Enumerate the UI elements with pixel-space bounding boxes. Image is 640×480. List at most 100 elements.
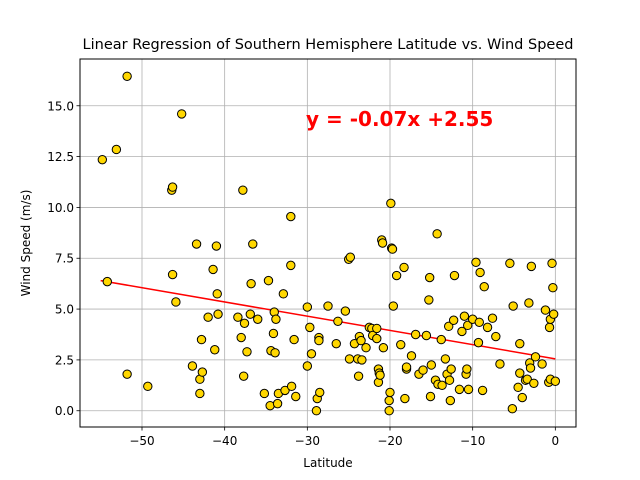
data-point bbox=[515, 338, 525, 349]
y-axis-label: Wind Speed (m/s) bbox=[19, 190, 33, 297]
x-tick-label: 0 bbox=[552, 434, 560, 448]
data-point bbox=[197, 367, 208, 377]
data-point bbox=[286, 211, 296, 222]
plot-frame bbox=[79, 58, 577, 428]
data-point bbox=[424, 295, 434, 305]
x-tick-label: −20 bbox=[377, 434, 402, 448]
data-point bbox=[302, 302, 313, 312]
data-point bbox=[102, 276, 112, 287]
data-point bbox=[421, 330, 432, 341]
data-point bbox=[122, 369, 132, 379]
data-point bbox=[238, 185, 248, 195]
data-point bbox=[487, 313, 498, 323]
x-tick-label: −50 bbox=[129, 434, 154, 448]
data-point bbox=[386, 198, 396, 209]
data-point bbox=[399, 262, 409, 273]
data-point bbox=[239, 318, 250, 329]
data-point bbox=[345, 252, 356, 262]
data-point bbox=[445, 395, 456, 406]
chart-title: Linear Regression of Southern Hemisphere… bbox=[83, 37, 574, 53]
data-point bbox=[242, 347, 252, 357]
data-point bbox=[508, 301, 518, 311]
data-point bbox=[143, 381, 153, 392]
data-point bbox=[122, 71, 132, 81]
y-tick-label: 7.5 bbox=[55, 252, 74, 266]
data-point bbox=[246, 278, 256, 289]
data-point bbox=[426, 360, 437, 370]
data-point bbox=[446, 364, 456, 374]
data-point bbox=[505, 258, 515, 269]
data-point bbox=[356, 335, 366, 346]
data-point bbox=[272, 398, 283, 409]
data-point bbox=[513, 382, 523, 393]
data-point bbox=[471, 257, 481, 268]
data-point bbox=[443, 321, 454, 332]
data-point bbox=[305, 322, 315, 333]
data-point bbox=[448, 315, 459, 325]
data-point bbox=[331, 338, 341, 349]
data-point bbox=[517, 392, 527, 403]
data-point bbox=[377, 238, 388, 248]
data-point bbox=[268, 328, 279, 339]
y-tick-label: 15.0 bbox=[47, 99, 74, 113]
data-point bbox=[548, 309, 559, 319]
y-tick-label: 5.0 bbox=[55, 303, 74, 317]
data-point bbox=[391, 270, 402, 281]
data-point bbox=[548, 283, 558, 293]
data-point bbox=[167, 269, 178, 280]
data-point bbox=[357, 355, 367, 365]
data-point bbox=[271, 314, 281, 324]
data-point bbox=[213, 309, 223, 319]
data-point bbox=[211, 241, 222, 251]
data-point bbox=[529, 378, 539, 388]
data-point bbox=[540, 305, 551, 315]
data-point bbox=[286, 381, 297, 392]
data-point bbox=[236, 332, 246, 343]
data-point bbox=[280, 385, 290, 396]
data-point bbox=[387, 244, 398, 254]
data-point bbox=[524, 298, 534, 308]
data-point bbox=[457, 326, 467, 337]
data-point bbox=[196, 334, 207, 345]
data-point bbox=[473, 337, 484, 348]
data-point bbox=[459, 311, 470, 321]
data-point bbox=[233, 312, 243, 322]
data-point bbox=[195, 388, 205, 399]
data-point bbox=[449, 270, 460, 281]
data-point bbox=[361, 343, 371, 353]
data-point bbox=[401, 362, 412, 372]
data-point bbox=[253, 314, 263, 324]
data-point bbox=[263, 275, 274, 286]
data-point bbox=[436, 334, 446, 345]
data-point bbox=[522, 374, 532, 384]
x-tick-label: −10 bbox=[460, 434, 485, 448]
data-point bbox=[507, 404, 518, 414]
data-point bbox=[302, 361, 313, 371]
data-point bbox=[291, 391, 301, 402]
data-point bbox=[437, 380, 447, 391]
data-point bbox=[477, 385, 488, 396]
data-point bbox=[203, 312, 213, 322]
data-point bbox=[482, 322, 493, 333]
data-point bbox=[270, 348, 280, 358]
data-point bbox=[432, 229, 442, 239]
data-point bbox=[353, 371, 364, 381]
regression-equation-label: y = -0.07x +2.55 bbox=[306, 107, 493, 131]
x-tick-label: −40 bbox=[212, 434, 237, 448]
x-tick-label: −30 bbox=[295, 434, 320, 448]
data-point bbox=[396, 339, 406, 350]
grid-lines bbox=[80, 59, 576, 427]
data-point bbox=[491, 331, 501, 342]
data-point bbox=[384, 406, 394, 416]
data-point bbox=[245, 309, 255, 319]
data-point bbox=[314, 335, 324, 346]
data-point bbox=[311, 406, 322, 416]
data-point bbox=[424, 272, 435, 283]
data-point bbox=[495, 359, 505, 369]
data-point bbox=[340, 306, 351, 316]
data-point bbox=[475, 267, 485, 278]
data-point bbox=[248, 239, 258, 249]
data-points bbox=[97, 71, 561, 416]
data-point bbox=[167, 182, 178, 192]
